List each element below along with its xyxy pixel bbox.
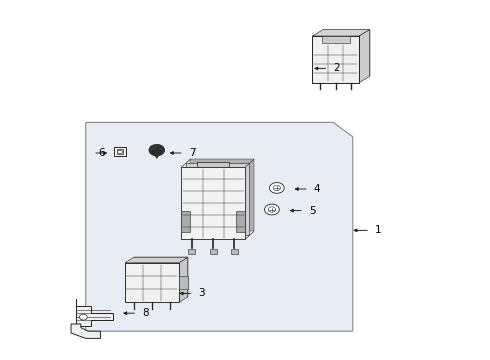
Bar [313,36,359,83]
Bar [210,249,217,254]
Bar [179,276,188,289]
Text: 3: 3 [198,288,205,298]
Bar [186,163,249,235]
Polygon shape [323,30,370,76]
Circle shape [149,144,165,156]
Polygon shape [71,324,100,338]
Polygon shape [125,257,188,263]
Circle shape [270,183,284,193]
Bar [114,148,126,156]
Circle shape [269,207,275,212]
Text: 1: 1 [375,225,382,235]
Bar [125,263,179,302]
Text: 4: 4 [314,184,320,194]
Bar [231,249,238,254]
Polygon shape [152,150,162,158]
Circle shape [118,150,122,154]
Text: 7: 7 [189,148,196,158]
Bar [322,36,349,43]
Text: 8: 8 [142,308,149,318]
Text: 2: 2 [333,63,340,73]
Bar [236,211,245,232]
Polygon shape [134,257,188,297]
Text: 6: 6 [98,148,105,158]
Polygon shape [313,30,370,36]
Polygon shape [76,299,113,326]
Circle shape [273,185,280,191]
Polygon shape [86,122,353,331]
Circle shape [79,314,87,320]
Circle shape [265,204,279,215]
Bar [117,149,123,154]
Polygon shape [359,30,370,83]
Polygon shape [179,257,188,302]
Bar [181,167,245,239]
Bar [190,159,254,231]
Bar [197,162,229,167]
Bar [181,211,190,232]
Bar [189,249,196,254]
Text: 5: 5 [309,206,316,216]
